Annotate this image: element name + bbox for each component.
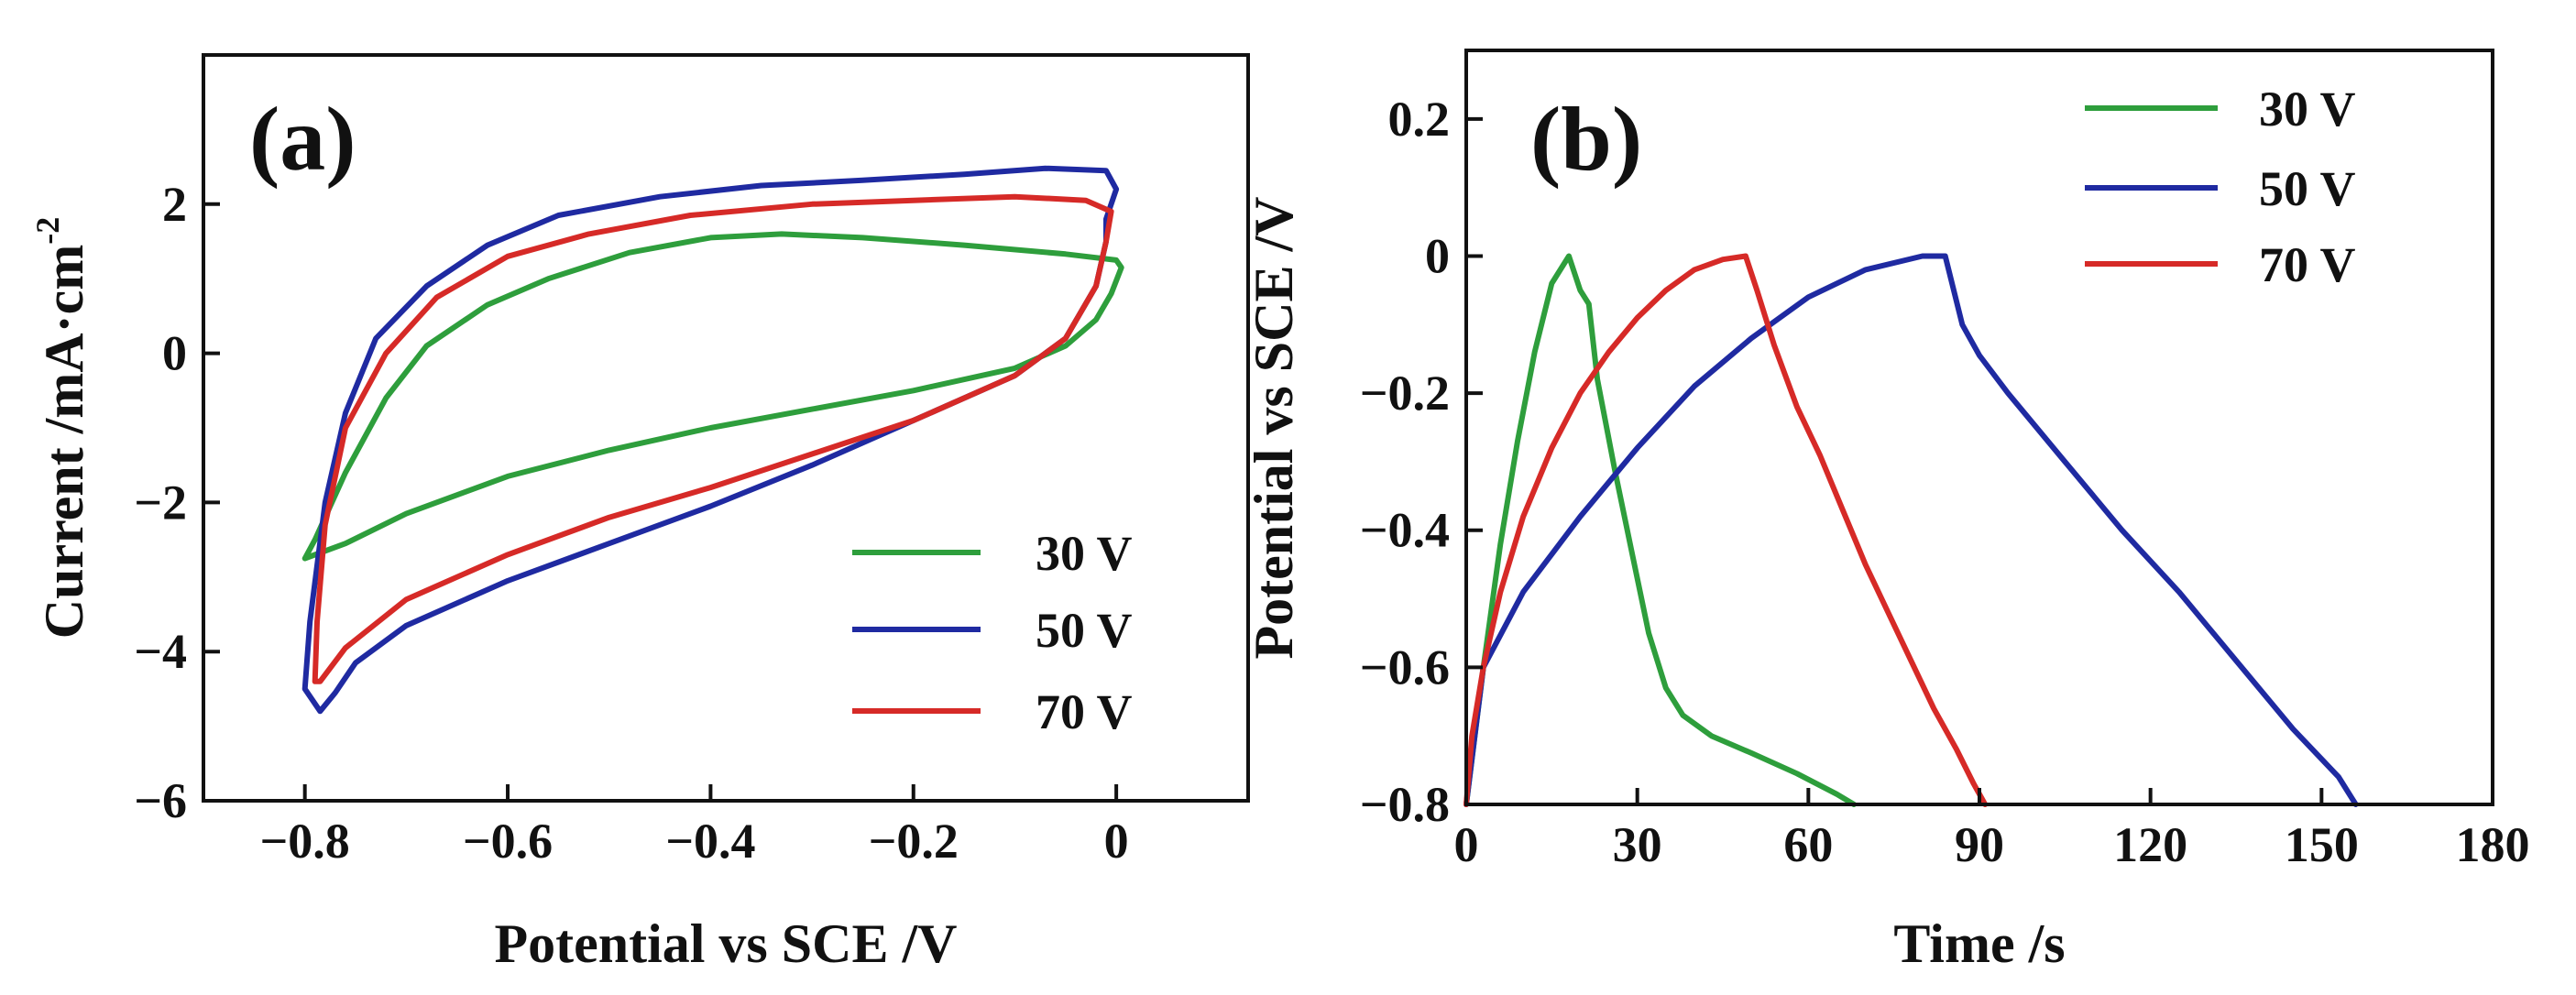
panel-b-legend-label-70v: 70 V	[2259, 237, 2356, 292]
panel-a-x-tick-label: −0.6	[463, 814, 553, 869]
panel-b-legend-label-50v: 50 V	[2259, 161, 2356, 216]
panel-b-series-30v	[1463, 253, 1858, 807]
panel-b-x-tick-label: 180	[2456, 817, 2530, 872]
panel-a-series-30v	[301, 231, 1124, 562]
panel-b-y-tick-label: −0.4	[1360, 503, 1450, 558]
panel-a-plot-frame	[202, 53, 1250, 803]
panel-a-legend-label-70v: 70 V	[1036, 684, 1133, 739]
panel-b-x-axis-title: Time /s	[1893, 913, 2065, 974]
panel-a-series-70v	[312, 193, 1114, 684]
panel-b-x-tick-label: 60	[1783, 817, 1833, 872]
panel-a-y-tick-label: −2	[134, 475, 187, 530]
panel-b-y-tick-label: 0	[1425, 228, 1450, 283]
panel-b-x-tick-label: 30	[1613, 817, 1662, 872]
panel-b-series-70v	[1463, 253, 1989, 807]
panel-b: 0 30 60 90 120 150 180 −0.8 −0.6 −0.4 −0.2 0 0.2 (b)…	[1244, 49, 2530, 974]
panel-a-y-axis-title-superscript: -2	[29, 217, 66, 245]
panel-b-label: (b)	[1530, 88, 1642, 190]
panel-b-ticks-group	[1464, 116, 2494, 806]
panel-b-y-tick-label: −0.8	[1360, 777, 1450, 832]
panel-a-y-axis-title-main: Current /mA·cm	[34, 245, 94, 639]
panel-b-y-axis-title: Potential vs SCE /V	[1244, 196, 1304, 659]
panel-a-legend-label-30v: 30 V	[1036, 526, 1133, 581]
panel-a-legend: 30 V 50 V 70 V	[852, 526, 1133, 739]
panel-a-x-tick-label: −0.8	[260, 814, 350, 869]
panel-a-y-tick-label: −4	[134, 624, 187, 679]
panel-a-y-axis-title: Current /mA·cm-2	[29, 217, 94, 639]
panel-a-legend-label-50v: 50 V	[1036, 603, 1133, 658]
panel-b-x-tick-label: 150	[2285, 817, 2359, 872]
panel-a-x-axis-title: Potential vs SCE /V	[494, 913, 957, 974]
panel-a-ticks-group	[203, 202, 1119, 803]
panel-a-y-tick-label: 0	[162, 326, 187, 381]
panel-b-legend: 30 V 50 V 70 V	[2085, 82, 2356, 292]
panel-a-x-tick-label: −0.4	[665, 814, 755, 869]
panel-a-series-group	[301, 165, 1124, 715]
panel-b-y-tick-label: −0.2	[1360, 366, 1450, 421]
panel-a-y-tick-label: −6	[134, 773, 187, 828]
panel-b-series-50v	[1463, 253, 2359, 807]
panel-a-label: (a)	[249, 88, 356, 190]
panel-b-series-group	[1463, 253, 2359, 807]
panel-b-x-tick-label: 0	[1454, 817, 1479, 872]
panel-b-legend-label-30v: 30 V	[2259, 82, 2356, 137]
panel-a-x-tick-label: −0.2	[869, 814, 959, 869]
panel-a-tick-labels-group: −0.8 −0.6 −0.4 −0.2 0 −6 −4 −2 0 2	[134, 177, 1128, 869]
panel-b-y-tick-label: −0.6	[1360, 640, 1450, 694]
panel-a-y-tick-label: 2	[162, 177, 187, 232]
panel-a: −0.8 −0.6 −0.4 −0.2 0 −6 −4 −2 0 2 (a) Potential …	[29, 53, 1250, 974]
panel-a-series-50v	[301, 165, 1120, 715]
panel-b-y-tick-label: 0.2	[1388, 92, 1451, 147]
panel-b-tick-labels-group: 0 30 60 90 120 150 180 −0.8 −0.6 −0.4 −0.2 0 0.2	[1360, 92, 2530, 872]
panel-b-x-tick-label: 90	[1955, 817, 2004, 872]
panel-b-x-tick-label: 120	[2113, 817, 2187, 872]
panel-a-x-tick-label: 0	[1104, 814, 1129, 869]
